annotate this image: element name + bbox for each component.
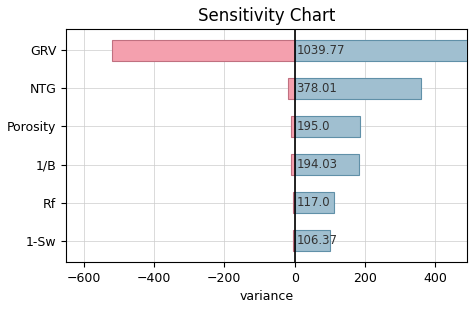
- Bar: [295, 192, 334, 213]
- Bar: [295, 230, 330, 251]
- Bar: [288, 78, 295, 99]
- Bar: [291, 116, 295, 137]
- Bar: [293, 192, 295, 213]
- Text: 195.0: 195.0: [296, 120, 330, 133]
- Text: 117.0: 117.0: [296, 196, 330, 209]
- Title: Sensitivity Chart: Sensitivity Chart: [198, 7, 335, 25]
- Text: 106.37: 106.37: [296, 234, 337, 247]
- Text: 1039.77: 1039.77: [296, 44, 345, 57]
- Bar: [293, 230, 295, 251]
- Bar: [295, 78, 420, 99]
- Bar: [112, 40, 295, 61]
- Text: 194.03: 194.03: [296, 158, 337, 171]
- Bar: [295, 154, 359, 175]
- Bar: [295, 116, 360, 137]
- X-axis label: variance: variance: [239, 290, 293, 303]
- Bar: [291, 154, 295, 175]
- Text: 378.01: 378.01: [296, 82, 337, 95]
- Bar: [295, 40, 474, 61]
